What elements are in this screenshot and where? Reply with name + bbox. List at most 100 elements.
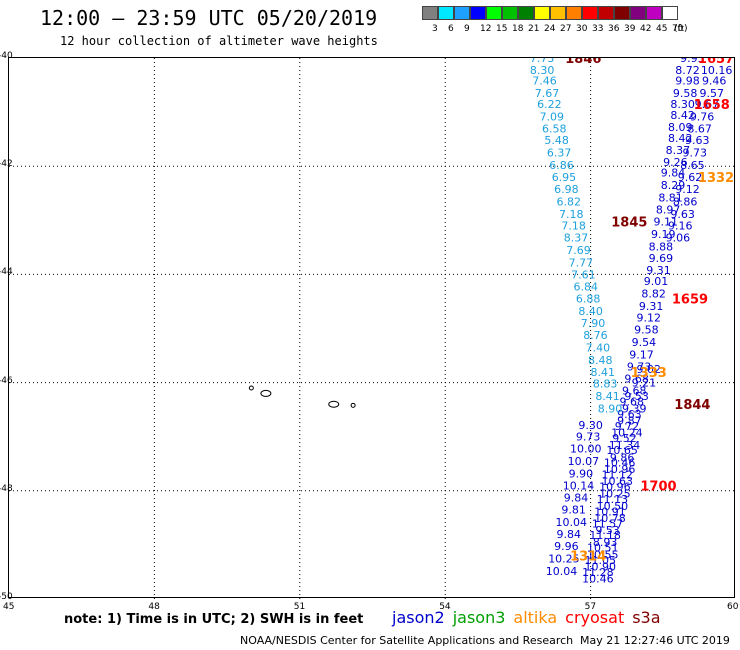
color-scale-swatch: [486, 6, 502, 20]
wave-height-label: 9.54: [632, 336, 657, 349]
page-subtitle: 12 hour collection of altimeter wave hei…: [60, 34, 378, 48]
wave-height-label: 9.01: [644, 275, 669, 288]
color-scale-swatch: [438, 6, 454, 20]
wave-height-label: 9.12: [637, 312, 662, 325]
wave-height-label: 7.90: [581, 317, 606, 330]
wave-height-label: 9.68: [622, 385, 647, 398]
wave-height-label: 9.31: [646, 264, 671, 277]
x-tick-label: 54: [439, 602, 451, 612]
island-outline: [260, 389, 272, 397]
wave-height-label: 10.25: [599, 488, 631, 501]
pass-time-label: 1845: [611, 215, 647, 230]
wave-height-label: 9.16: [668, 220, 693, 233]
wave-height-label: 6.88: [576, 293, 601, 306]
wave-height-label: 11.28: [582, 566, 614, 579]
wave-height-label: 8.93: [593, 536, 618, 549]
wave-height-label: 9.31: [639, 300, 664, 313]
wave-height-label: 7.77: [569, 256, 594, 269]
wave-height-label: 11.13: [597, 493, 629, 506]
wave-height-label: 9.73: [683, 147, 708, 160]
wave-height-label: 9.68: [620, 396, 645, 409]
wave-height-label: 11.05: [585, 554, 617, 567]
map-canvas: 9.938.729.989.588.308.428.098.428.379.26…: [9, 58, 736, 599]
wave-height-label: 9.12: [675, 183, 700, 196]
color-scale-label: 18: [512, 24, 524, 34]
wave-height-label: 7.09: [540, 110, 565, 123]
color-scale-label: 70: [672, 24, 684, 34]
wave-height-label: 8.42: [670, 109, 695, 122]
wave-height-label: 6.95: [552, 171, 577, 184]
y-tick-label: -40: [0, 51, 13, 61]
color-scale-swatch: [534, 6, 550, 20]
y-tick-label: -50: [0, 592, 13, 602]
wave-height-label: 8.90: [598, 403, 623, 416]
map-plot-area: 9.93 8.72 9.98 9.58 8.30 8.42 8.09 8.42 8.37 9.26…: [8, 57, 736, 599]
wave-height-label: 11.34: [609, 439, 641, 452]
pass-time-label: 1332: [698, 171, 734, 186]
color-scale-swatch: [550, 6, 566, 20]
wave-height-label: 8.29: [661, 179, 686, 192]
wave-height-label: 9.93: [680, 58, 705, 65]
color-scale-label: 42: [640, 24, 652, 34]
satellite-legend: jason2 jason3 altika cryosat s3a: [392, 608, 669, 627]
wave-height-label: 5.48: [544, 134, 569, 147]
color-scale-swatch: [662, 6, 678, 20]
color-scale-swatch: [630, 6, 646, 20]
color-scale-label: 6: [448, 24, 454, 34]
pass-time-label: 1846: [565, 58, 601, 67]
color-scale-swatch: [454, 6, 470, 20]
wave-height-label: 10.51: [587, 542, 619, 555]
wave-height-label: 10.07: [568, 455, 600, 468]
wave-height-label: 8.40: [578, 305, 603, 318]
wave-height-label: 9.76: [690, 110, 715, 123]
island-outline: [248, 385, 254, 391]
color-scale-swatch: [582, 6, 598, 20]
wave-height-label: 9.84: [661, 167, 686, 180]
wave-height-label: 7.73: [530, 58, 555, 65]
color-scale-label: 36: [608, 24, 620, 34]
color-scale-label: 30: [576, 24, 588, 34]
wave-height-label: 9.81: [561, 504, 586, 517]
wave-height-label: 10.04: [546, 565, 578, 578]
wave-height-label: 7.61: [571, 268, 596, 281]
wave-height-label: 7.18: [559, 208, 584, 221]
wave-height-label: 9.11: [653, 215, 678, 228]
wave-height-label: 7.46: [532, 75, 557, 88]
y-tick-label: -42: [0, 159, 13, 170]
wave-height-label: 8.72: [675, 64, 700, 77]
color-scale-label: 27: [560, 24, 572, 34]
wave-height-label: 9.84: [557, 528, 582, 541]
pass-time-label: 1333: [631, 366, 667, 381]
wave-height-label: 9.73: [576, 431, 601, 444]
credit-text: NOAA/NESDIS Center for Satellite Applica…: [240, 634, 574, 647]
wave-height-label: 9.63: [685, 134, 710, 147]
pass-time-label: 1314: [570, 550, 606, 565]
wave-height-label: 10.96: [604, 463, 636, 476]
wave-height-label: 9.63: [617, 408, 642, 421]
satellite-legend-item: jason3: [452, 608, 506, 627]
wave-height-label: 9.58: [634, 324, 659, 337]
wave-height-label: 9.57: [700, 87, 725, 100]
wave-height-label: 9.46: [702, 75, 727, 88]
satellite-legend-item: altika: [513, 608, 558, 627]
wave-height-label: 8.41: [595, 390, 620, 403]
wave-height-label: 8.82: [641, 287, 666, 300]
wave-height-label: 7.18: [561, 220, 586, 233]
color-scale-swatch: [470, 6, 486, 20]
wave-height-label: 8.88: [649, 240, 674, 253]
wave-height-label: 6.84: [574, 280, 599, 293]
wave-height-label: 9.17: [629, 348, 654, 361]
wave-height-label: 6.82: [557, 195, 582, 208]
wave-height-label: 9.87: [617, 414, 642, 427]
wave-height-label: 8.83: [593, 378, 618, 391]
wave-height-label: 8.37: [564, 232, 589, 245]
wave-height-label: 9.96: [554, 540, 579, 553]
wave-height-label: 9.06: [666, 232, 691, 245]
color-scale-label: 9: [464, 24, 470, 34]
wave-height-label: 10.50: [597, 500, 629, 513]
wave-height-label: 10.78: [594, 512, 626, 525]
wave-height-label: 9.26: [663, 156, 688, 169]
color-scale-swatch: [614, 6, 630, 20]
color-scale-swatch: [502, 6, 518, 20]
wave-height-label: 10.00: [570, 443, 602, 456]
